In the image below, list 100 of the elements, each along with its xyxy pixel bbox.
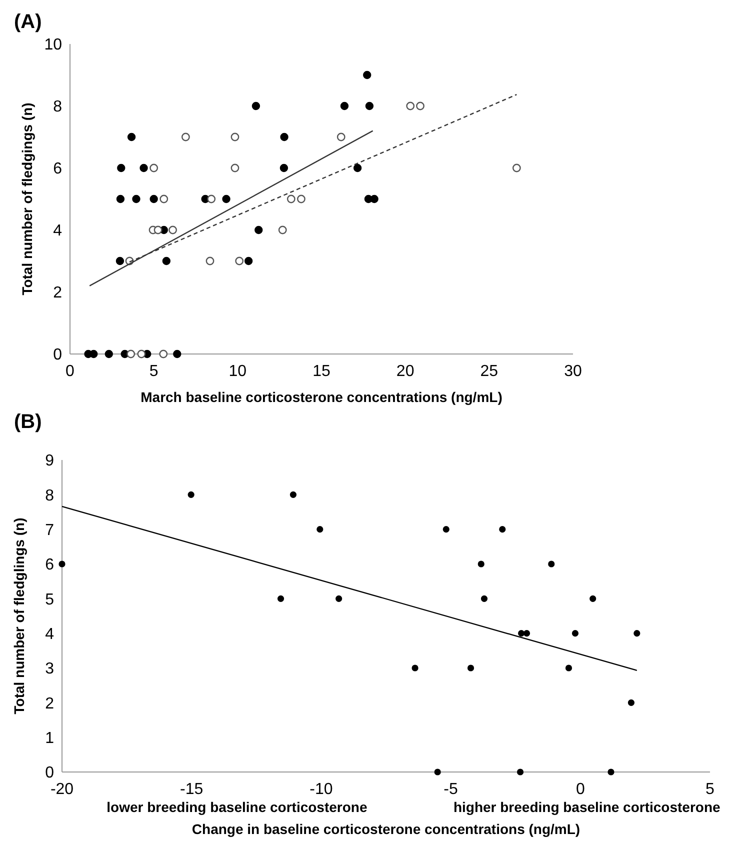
text: higher breeding baseline corticosterone — [453, 799, 721, 815]
y-tick-label: 0 — [53, 346, 62, 364]
x-tick-label: 5 — [149, 363, 158, 380]
chart-title: (A) — [14, 11, 42, 33]
y-axis-title: Total number of fledgings (n) — [19, 102, 35, 296]
x-tick-label: 25 — [480, 363, 498, 380]
point — [297, 194, 306, 204]
point — [316, 526, 324, 533]
point — [162, 256, 171, 266]
point — [252, 102, 260, 110]
point — [280, 132, 288, 142]
y-tick-label: 2 — [53, 284, 62, 302]
point — [150, 194, 158, 204]
point — [244, 256, 253, 266]
x-tick-label: 30 — [564, 363, 582, 380]
point — [480, 595, 488, 602]
point — [608, 768, 614, 776]
point — [235, 256, 244, 266]
y-tick-label: 10 — [44, 36, 62, 54]
point — [572, 630, 579, 637]
point — [434, 768, 441, 776]
point — [365, 102, 374, 110]
point — [159, 350, 168, 358]
point — [160, 194, 168, 204]
point — [523, 630, 530, 637]
point — [116, 194, 125, 204]
x-tick-label: 5 — [706, 781, 715, 798]
point — [280, 164, 288, 172]
point — [286, 194, 296, 204]
point — [150, 164, 158, 172]
point — [518, 630, 525, 637]
x-tick-label: -20 — [50, 781, 74, 798]
point — [516, 768, 524, 776]
point — [206, 256, 214, 266]
y-tick-label: 9 — [45, 452, 54, 470]
x-tick-label: -10 — [310, 781, 333, 798]
x-tick-label: 15 — [312, 363, 330, 380]
point — [363, 70, 372, 80]
x-axis-title: Change in baseline corticosterone concentrations (ng/mL) — [192, 821, 580, 837]
point — [154, 226, 162, 234]
y-tick-label: 2 — [45, 695, 54, 712]
y-tick-label: 1 — [45, 730, 54, 747]
y-axis-title: Total number of fledglings (n) — [11, 518, 27, 714]
y-tick-label: 6 — [45, 556, 54, 574]
point — [478, 560, 484, 568]
point — [58, 560, 66, 568]
point — [168, 226, 177, 234]
point — [207, 194, 216, 204]
point — [628, 699, 635, 706]
point — [137, 350, 146, 358]
x-tick-label: 20 — [396, 363, 414, 380]
point — [188, 491, 194, 498]
x-tick-label: 0 — [66, 363, 75, 380]
point — [634, 630, 640, 637]
point — [254, 226, 263, 234]
point — [336, 132, 346, 142]
point — [173, 350, 182, 358]
point — [590, 595, 596, 602]
point — [499, 526, 506, 533]
y-tick-label: 7 — [45, 522, 54, 539]
chart-title: (B) — [14, 411, 42, 433]
y-tick-label: 8 — [45, 487, 54, 504]
point — [467, 664, 474, 672]
point — [406, 102, 415, 110]
text: lower breeding baseline corticosterone — [106, 799, 368, 815]
y-tick-label: 5 — [45, 591, 54, 608]
point — [104, 350, 113, 358]
point — [290, 491, 297, 498]
point — [116, 256, 124, 266]
point — [126, 350, 136, 358]
x-tick-label: -15 — [180, 781, 204, 798]
point — [416, 102, 424, 110]
point — [181, 132, 190, 142]
x-tick-label: -5 — [444, 781, 458, 798]
point — [127, 132, 136, 142]
y-tick-label: 4 — [53, 222, 62, 240]
point — [548, 560, 555, 568]
x-tick-label: 10 — [228, 363, 247, 380]
point — [370, 194, 378, 204]
point — [117, 164, 126, 172]
y-tick-label: 4 — [45, 626, 54, 643]
point — [278, 226, 287, 234]
y-tick-label: 6 — [53, 160, 62, 178]
point — [512, 164, 521, 172]
y-tick-label: 8 — [53, 98, 62, 116]
point — [353, 164, 362, 172]
point — [277, 595, 284, 602]
point — [336, 595, 342, 602]
point — [230, 164, 240, 172]
point — [140, 164, 148, 172]
point — [222, 194, 230, 204]
x-axis-title: March baseline corticosterone concentrations (ng/mL) — [140, 389, 502, 405]
point — [442, 526, 450, 533]
point — [132, 194, 140, 204]
y-tick-label: 3 — [45, 660, 54, 678]
x-tick-label: 0 — [576, 781, 585, 798]
point — [412, 664, 418, 672]
point — [565, 664, 572, 672]
point — [230, 132, 240, 142]
y-tick-label: 0 — [45, 764, 54, 782]
